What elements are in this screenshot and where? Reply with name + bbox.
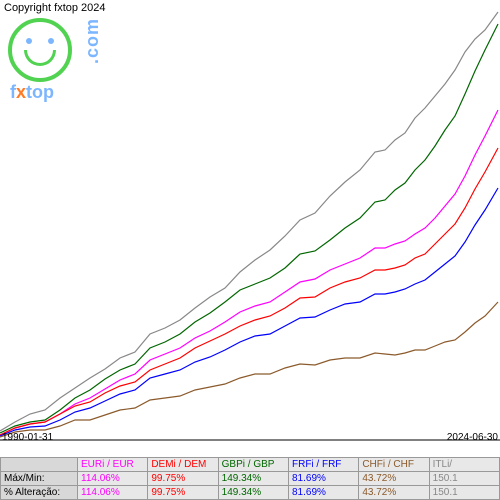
legend-label: DEMi / DEM [148,458,218,472]
legend-pct: 43.72% [359,486,429,500]
legend-pct: 150.1 [429,486,499,500]
series-EURi [0,110,498,435]
legend-label: FRFi / FRF [288,458,358,472]
watermark-logo: .com fxtop [8,18,72,85]
legend-pct: 114.06% [78,486,148,500]
legend-corner [1,458,78,472]
logo-domain-text: .com [82,18,103,64]
series-DEMi [0,148,498,435]
legend-row-pct: % Alteração: [1,486,78,500]
legend-pct: 149.34% [218,486,288,500]
legend-label: EURi / EUR [78,458,148,472]
legend-maxmin: 81.69% [288,472,358,486]
x-axis-end: 2024-06-30 [447,432,498,443]
x-axis-start: 1990-01-31 [2,432,53,443]
legend-pct: 99.75% [148,486,218,500]
legend-label: CHFi / CHF [359,458,429,472]
legend-label: ITLi/ [429,458,499,472]
legend-maxmin: 150.1 [429,472,499,486]
line-chart [0,0,500,443]
legend-maxmin: 149.34% [218,472,288,486]
copyright-text: Copyright fxtop 2024 [4,2,106,14]
legend-maxmin: 43.72% [359,472,429,486]
chart-container: Copyright fxtop 2024 .com fxtop 1990-01-… [0,0,500,500]
legend-table: EURi / EURDEMi / DEMGBPi / GBPFRFi / FRF… [0,457,500,500]
legend-label: GBPi / GBP [218,458,288,472]
legend-pct: 81.69% [288,486,358,500]
legend-row-maxmin: Máx/Min: [1,472,78,486]
series-ITLi [0,12,498,431]
legend-maxmin: 99.75% [148,472,218,486]
logo-face-icon [8,18,72,82]
legend-maxmin: 114.06% [78,472,148,486]
logo-brand-text: fxtop [10,82,54,103]
